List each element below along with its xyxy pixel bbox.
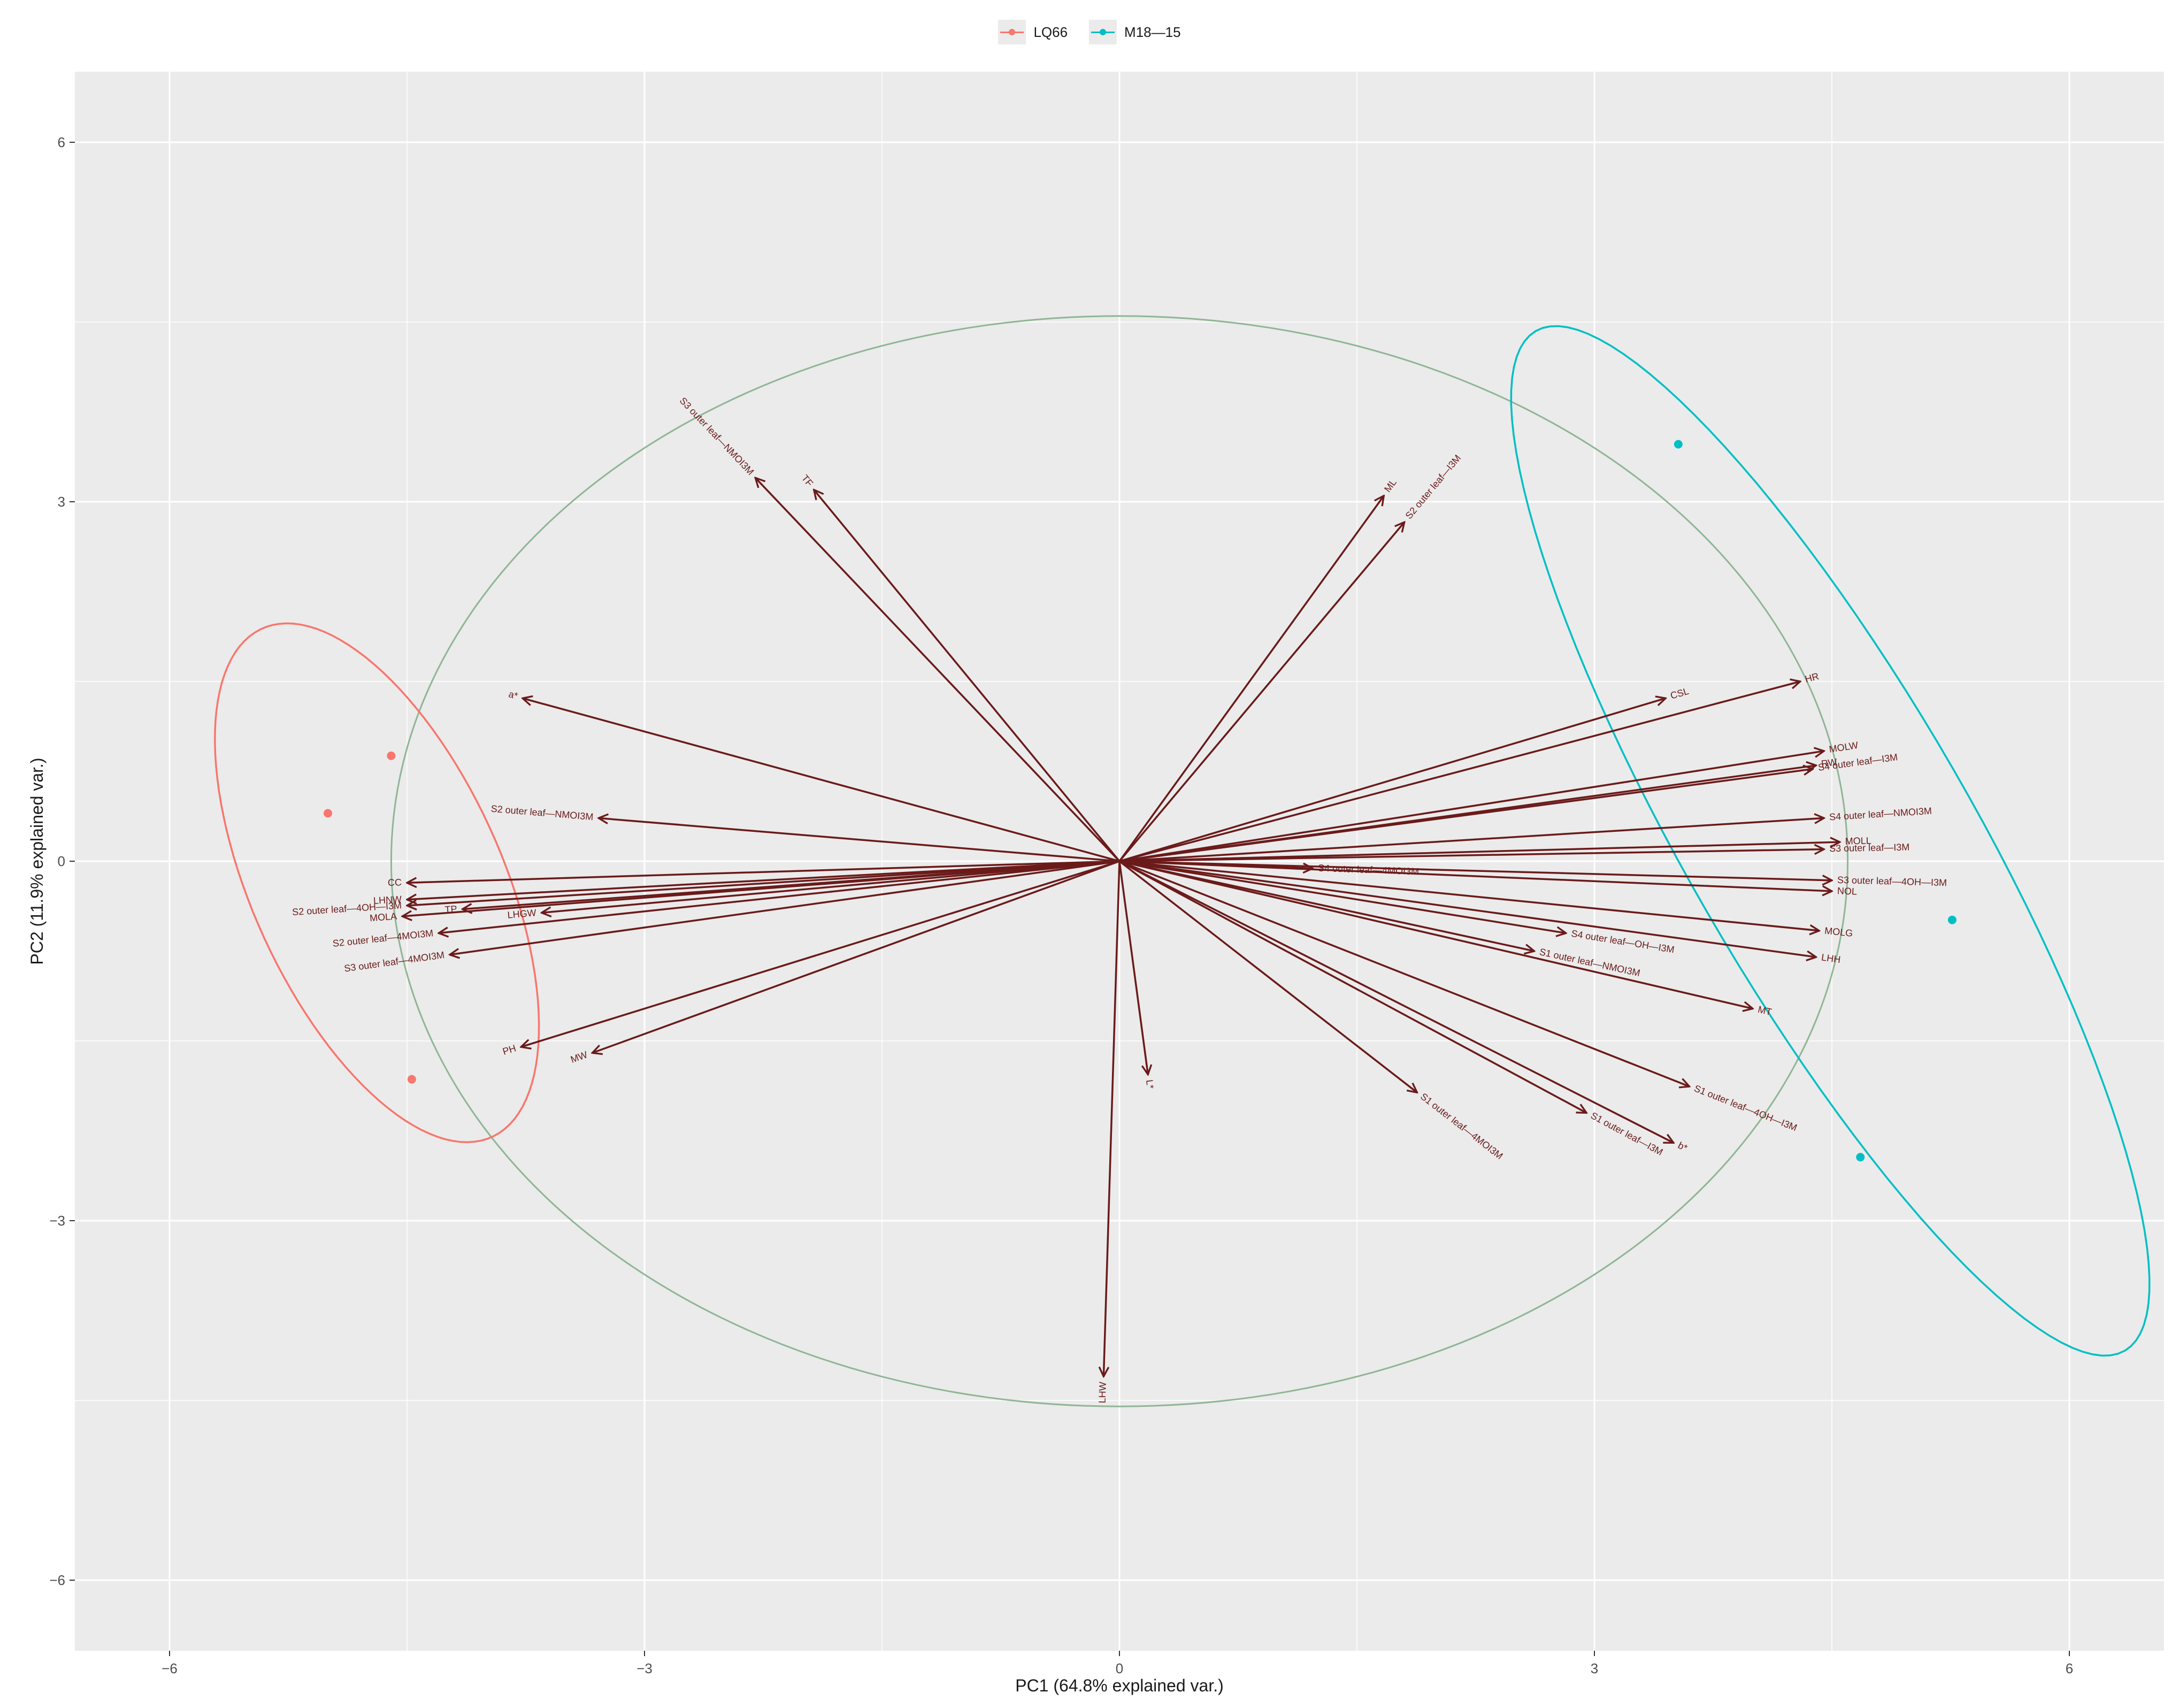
loading-arrow bbox=[755, 478, 1121, 862]
loading-arrow bbox=[1119, 818, 1824, 862]
y-tick-label: 6 bbox=[58, 134, 65, 150]
legend-key-lq66 bbox=[998, 20, 1026, 44]
score-points bbox=[324, 440, 1957, 1162]
loading-arrow bbox=[1118, 861, 1148, 1075]
loading-label: LHH bbox=[1821, 952, 1841, 965]
loading-arrow bbox=[1118, 496, 1384, 862]
loading-label: L* bbox=[1144, 1079, 1156, 1090]
x-tick-label: 3 bbox=[1591, 1660, 1598, 1676]
x-axis-title: PC1 (64.8% explained var.) bbox=[1015, 1676, 1224, 1695]
loading-arrows bbox=[402, 478, 1840, 1376]
loading-arrow bbox=[407, 860, 1120, 906]
loading-arrow bbox=[1119, 681, 1800, 862]
correlation-circle bbox=[390, 315, 1849, 1407]
loading-arrow bbox=[407, 860, 1120, 883]
correlation-circle-layer bbox=[390, 315, 1849, 1407]
loading-label: TP bbox=[444, 903, 457, 915]
loading-label: MOLA bbox=[369, 911, 397, 924]
loading-arrow bbox=[1118, 860, 1417, 1092]
legend: LQ66 M18—15 bbox=[0, 18, 2179, 46]
legend-item-lq66[interactable]: LQ66 bbox=[998, 20, 1068, 44]
loading-arrow bbox=[450, 860, 1120, 955]
loading-arrow bbox=[1119, 860, 1566, 933]
loading-arrow bbox=[1119, 860, 1753, 1009]
ellipse-series-1 bbox=[1510, 325, 2151, 1357]
score-point-series-1 bbox=[1674, 440, 1683, 449]
loading-arrow bbox=[1119, 860, 1586, 1113]
x-tick-label: 0 bbox=[1116, 1660, 1123, 1676]
loading-arrow bbox=[542, 860, 1120, 913]
loading-label: LHGW bbox=[507, 907, 537, 921]
y-tick-label: −3 bbox=[49, 1213, 65, 1229]
loading-arrow bbox=[1119, 698, 1666, 862]
loading-arrow bbox=[599, 818, 1120, 862]
score-point-series-0 bbox=[407, 1075, 416, 1084]
loading-arrow bbox=[521, 860, 1120, 1047]
loading-arrow bbox=[1103, 861, 1121, 1376]
legend-label-m18-15: M18—15 bbox=[1124, 24, 1181, 40]
loading-label: a* bbox=[508, 688, 519, 701]
loading-arrow bbox=[1118, 522, 1405, 862]
loading-arrow bbox=[1119, 769, 1813, 862]
loading-label: CC bbox=[388, 877, 402, 888]
x-tick-label: 6 bbox=[2066, 1660, 2073, 1676]
group-ellipses bbox=[214, 325, 2151, 1357]
loading-arrow bbox=[1119, 860, 1690, 1086]
score-point-series-0 bbox=[387, 751, 396, 760]
legend-item-m18-15[interactable]: M18—15 bbox=[1089, 20, 1181, 44]
y-tick-label: 3 bbox=[58, 494, 65, 510]
loading-label: LHW bbox=[1097, 1382, 1108, 1404]
score-point-series-1 bbox=[1856, 1153, 1865, 1162]
loading-arrow bbox=[1119, 860, 1816, 957]
y-tick-label: 0 bbox=[58, 853, 65, 869]
loading-arrow bbox=[1119, 751, 1824, 862]
loading-arrow bbox=[1119, 860, 1313, 868]
axes: −6 −3 0 3 6 −6 −3 0 3 6 bbox=[49, 134, 2073, 1676]
x-tick-label: −3 bbox=[636, 1660, 653, 1676]
legend-key-m18-15 bbox=[1089, 20, 1117, 44]
score-point-series-1 bbox=[1947, 915, 1957, 924]
legend-label-lq66: LQ66 bbox=[1033, 24, 1068, 40]
loading-arrow bbox=[814, 490, 1121, 862]
loading-arrow bbox=[1119, 849, 1824, 862]
loading-arrow bbox=[1119, 842, 1840, 862]
score-point-series-0 bbox=[324, 809, 332, 818]
loading-arrow bbox=[1119, 860, 1534, 951]
loading-label: NOL bbox=[1837, 885, 1858, 897]
loading-arrow bbox=[402, 860, 1120, 916]
loading-label: S3 outer leaf—I3M bbox=[1829, 842, 1909, 854]
loading-arrow bbox=[439, 860, 1120, 933]
ellipse-series-0 bbox=[214, 622, 540, 1144]
loading-arrow bbox=[407, 860, 1120, 900]
loading-arrow bbox=[592, 860, 1120, 1053]
y-tick-label: −6 bbox=[49, 1572, 65, 1588]
y-axis-title: PC2 (11.9% explained var.) bbox=[27, 757, 47, 964]
loading-arrow bbox=[1119, 860, 1674, 1143]
x-tick-label: −6 bbox=[162, 1660, 178, 1676]
loading-arrow bbox=[523, 698, 1120, 862]
loading-label: LHNW bbox=[373, 894, 402, 906]
loading-label: RW bbox=[1821, 756, 1838, 769]
loading-arrow bbox=[1119, 860, 1832, 880]
loading-label: MOLL bbox=[1845, 835, 1872, 846]
loading-arrow bbox=[1119, 860, 1819, 931]
